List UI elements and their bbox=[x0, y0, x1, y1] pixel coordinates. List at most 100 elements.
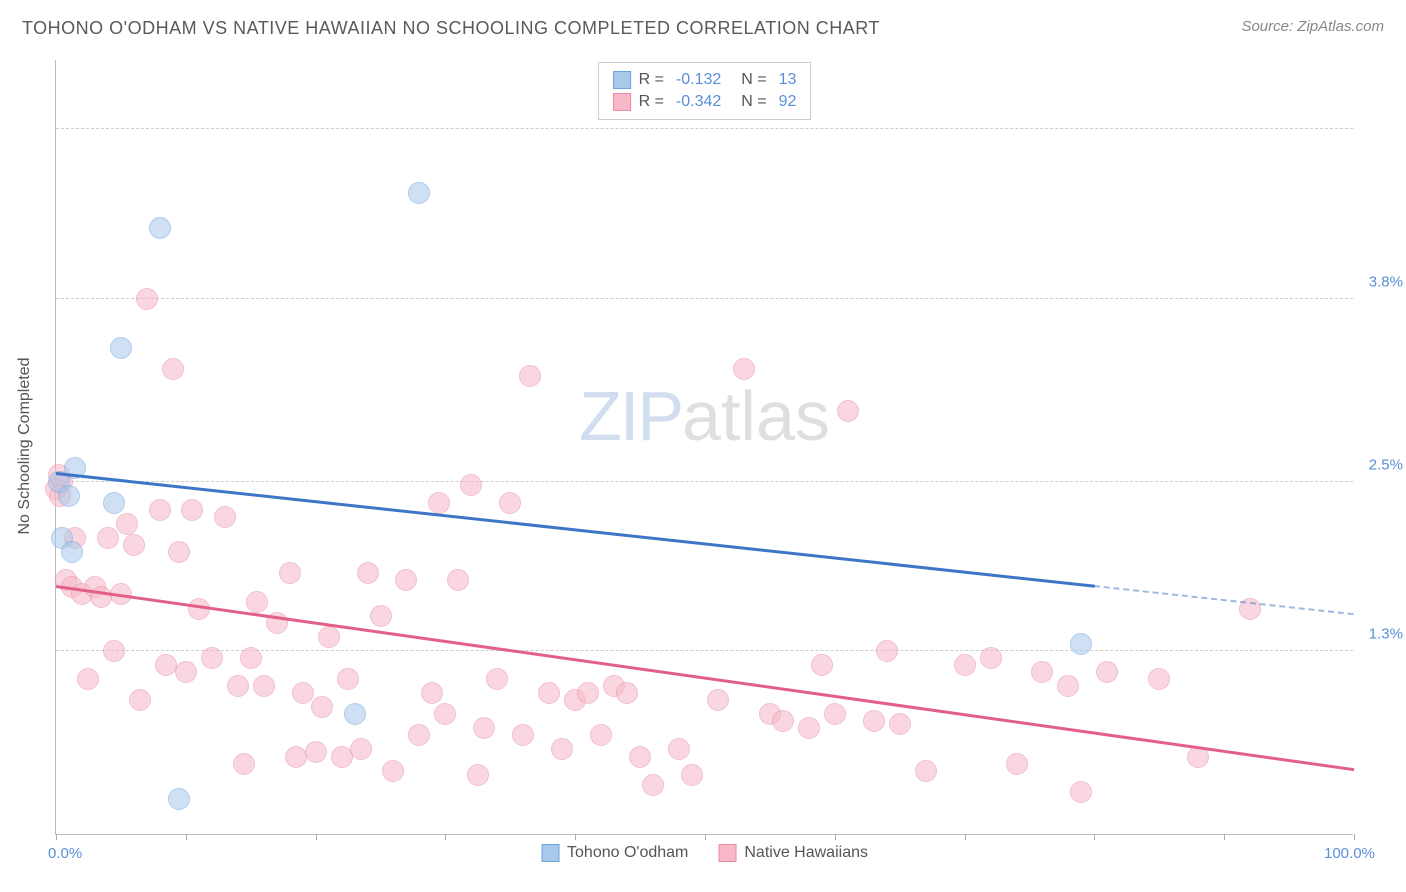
legend-r-value-2: -0.342 bbox=[676, 93, 721, 111]
data-point bbox=[162, 358, 184, 380]
x-tick bbox=[1224, 834, 1225, 840]
data-point bbox=[149, 217, 171, 239]
data-point bbox=[590, 724, 612, 746]
data-point bbox=[344, 703, 366, 725]
data-point bbox=[460, 474, 482, 496]
data-point bbox=[681, 764, 703, 786]
x-tick bbox=[445, 834, 446, 840]
gridline bbox=[56, 128, 1353, 129]
data-point bbox=[538, 682, 560, 704]
swatch-series1 bbox=[613, 71, 631, 89]
data-point bbox=[512, 724, 534, 746]
data-point bbox=[707, 689, 729, 711]
data-point bbox=[642, 774, 664, 796]
data-point bbox=[980, 647, 1002, 669]
x-tick bbox=[56, 834, 57, 840]
series-legend: Tohono O'odham Native Hawaiians bbox=[541, 844, 868, 862]
data-point bbox=[772, 710, 794, 732]
data-point bbox=[915, 760, 937, 782]
data-point bbox=[1070, 781, 1092, 803]
data-point bbox=[181, 499, 203, 521]
x-tick bbox=[835, 834, 836, 840]
data-point bbox=[811, 654, 833, 676]
y-tick-label: 3.8% bbox=[1369, 273, 1403, 290]
trend-line-extrapolated bbox=[1094, 585, 1354, 615]
legend-item-series1: Tohono O'odham bbox=[541, 844, 688, 862]
data-point bbox=[837, 400, 859, 422]
data-point bbox=[434, 703, 456, 725]
data-point bbox=[467, 764, 489, 786]
data-point bbox=[201, 647, 223, 669]
data-point bbox=[551, 738, 573, 760]
trend-line bbox=[56, 472, 1095, 587]
gridline bbox=[56, 481, 1353, 482]
data-point bbox=[1096, 661, 1118, 683]
watermark: ZIPatlas bbox=[579, 376, 830, 456]
data-point bbox=[110, 337, 132, 359]
legend-row-series1: R = -0.132 N = 13 bbox=[613, 69, 797, 91]
data-point bbox=[863, 710, 885, 732]
watermark-atlas: atlas bbox=[682, 377, 830, 455]
data-point bbox=[337, 668, 359, 690]
data-point bbox=[421, 682, 443, 704]
data-point bbox=[77, 668, 99, 690]
data-point bbox=[58, 485, 80, 507]
x-tick-label: 0.0% bbox=[48, 845, 82, 862]
data-point bbox=[876, 640, 898, 662]
x-tick bbox=[186, 834, 187, 840]
data-point bbox=[168, 541, 190, 563]
legend-r-value-1: -0.132 bbox=[676, 71, 721, 89]
data-point bbox=[668, 738, 690, 760]
data-point bbox=[447, 569, 469, 591]
data-point bbox=[292, 682, 314, 704]
data-point bbox=[1031, 661, 1053, 683]
data-point bbox=[103, 640, 125, 662]
data-point bbox=[175, 661, 197, 683]
legend-item-series2: Native Hawaiians bbox=[718, 844, 868, 862]
data-point bbox=[1057, 675, 1079, 697]
legend-r-label: R = bbox=[639, 71, 664, 89]
legend-row-series2: R = -0.342 N = 92 bbox=[613, 91, 797, 113]
data-point bbox=[214, 506, 236, 528]
data-point bbox=[103, 492, 125, 514]
data-point bbox=[123, 534, 145, 556]
data-point bbox=[733, 358, 755, 380]
data-point bbox=[149, 499, 171, 521]
data-point bbox=[1006, 753, 1028, 775]
data-point bbox=[577, 682, 599, 704]
data-point bbox=[824, 703, 846, 725]
data-point bbox=[311, 696, 333, 718]
data-point bbox=[408, 182, 430, 204]
x-tick bbox=[1354, 834, 1355, 840]
legend-label-1: Tohono O'odham bbox=[567, 844, 688, 862]
y-tick-label: 2.5% bbox=[1369, 456, 1403, 473]
x-tick-label: 100.0% bbox=[1324, 845, 1375, 862]
data-point bbox=[428, 492, 450, 514]
correlation-legend: R = -0.132 N = 13 R = -0.342 N = 92 bbox=[598, 62, 812, 120]
data-point bbox=[519, 365, 541, 387]
legend-n-label: N = bbox=[741, 71, 766, 89]
data-point bbox=[61, 541, 83, 563]
data-point bbox=[253, 675, 275, 697]
swatch-series1-bottom bbox=[541, 844, 559, 862]
data-point bbox=[408, 724, 430, 746]
data-point bbox=[116, 513, 138, 535]
data-point bbox=[357, 562, 379, 584]
data-point bbox=[136, 288, 158, 310]
x-tick bbox=[575, 834, 576, 840]
data-point bbox=[382, 760, 404, 782]
x-tick bbox=[316, 834, 317, 840]
data-point bbox=[227, 675, 249, 697]
data-point bbox=[486, 668, 508, 690]
watermark-zip: ZIP bbox=[579, 377, 682, 455]
data-point bbox=[1070, 633, 1092, 655]
data-point bbox=[129, 689, 151, 711]
legend-label-2: Native Hawaiians bbox=[744, 844, 868, 862]
legend-n-value-1: 13 bbox=[779, 71, 797, 89]
x-tick bbox=[705, 834, 706, 840]
data-point bbox=[499, 492, 521, 514]
data-point bbox=[473, 717, 495, 739]
legend-n-value-2: 92 bbox=[779, 93, 797, 111]
legend-n-label: N = bbox=[741, 93, 766, 111]
legend-r-label: R = bbox=[639, 93, 664, 111]
